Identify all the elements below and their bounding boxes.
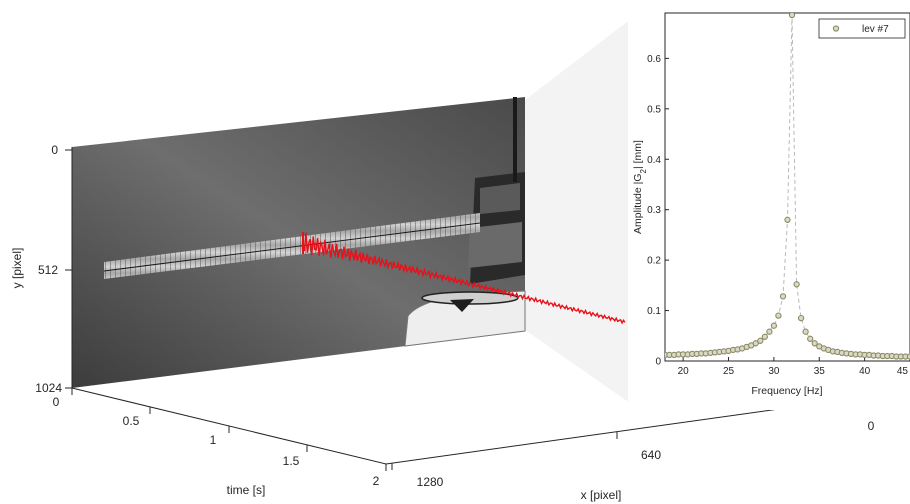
y-tick-label-512: 512 [38, 263, 58, 277]
x-tick-label-0: 0 [868, 419, 875, 433]
x-tick-label-1280: 1280 [417, 475, 444, 489]
inset-y-tick-label: 0.6 [647, 54, 661, 65]
data-point [766, 328, 773, 335]
camera-image-plane [72, 97, 526, 388]
data-point [779, 293, 787, 300]
scene-3d: 0 512 1024 y [pixel] 0 0.5 1 1.5 2 time … [10, 12, 875, 502]
data-point [784, 216, 791, 223]
clamp-lower-block [468, 222, 522, 268]
inset-plot-frame [664, 12, 910, 362]
inset-x-tick-label: 30 [768, 366, 780, 377]
legend-label: lev #7 [862, 24, 889, 35]
data-point [906, 353, 910, 360]
data-point [788, 13, 796, 19]
beam-centerline [103, 222, 481, 272]
inset-x-tick-label: 20 [678, 366, 690, 377]
data-point [797, 314, 805, 322]
inset-x-tick-label: 25 [723, 366, 735, 377]
projection-shade [525, 12, 640, 410]
cantilever-beam [104, 213, 480, 279]
inset-y-tick-label: 0 [655, 357, 661, 368]
inset-chart: 0 0.1 0.2 0.3 0.4 0.5 0.6 20 25 30 35 40 45 Frequen… [628, 0, 910, 410]
data-point [811, 340, 818, 347]
inset-y-title-main: Amplitude |G [632, 173, 644, 234]
shaker-dark-notch [450, 299, 474, 312]
inset-y-title-sub: 2 [639, 168, 648, 173]
data-point [757, 337, 764, 344]
data-point [775, 312, 782, 319]
displacement-trace [302, 232, 626, 325]
x-axis-line [385, 399, 844, 465]
data-point [793, 281, 800, 288]
clamp-upper-block [480, 183, 520, 214]
x-tick-label-640: 640 [641, 448, 661, 462]
time-axis-title: time [s] [227, 483, 266, 497]
legend-marker-icon [832, 25, 840, 32]
inset-y-axis-title: Amplitude |G2| [mm] [632, 140, 648, 234]
inset-x-axis-title: Frequency [Hz] [751, 385, 822, 397]
y-tick-label-1024: 1024 [35, 381, 62, 395]
inset-y-tick-label: 0.2 [647, 256, 661, 267]
x-axis-title: x [pixel] [581, 488, 622, 502]
inset-y-tick-label: 0.4 [647, 155, 661, 166]
inset-y-tick-label: 0.1 [647, 306, 661, 317]
time-tick-label-05: 0.5 [123, 414, 140, 428]
data-point [807, 335, 814, 342]
inset-x-tick-label: 40 [859, 366, 871, 377]
legend: lev #7 [818, 18, 906, 39]
inset-y-title-tail: | [mm] [632, 140, 644, 169]
time-tick-label-15: 1.5 [283, 454, 300, 468]
data-point [761, 333, 768, 340]
y-tick-label-0: 0 [51, 143, 58, 157]
inset-y-tick-label: 0.3 [647, 205, 661, 216]
data-point [770, 322, 778, 329]
y-axis-title: y [pixel] [10, 248, 24, 289]
time-tick-label-1: 1 [210, 433, 217, 447]
inset-x-tick-label: 45 [897, 366, 909, 377]
inset-x-tick-label: 35 [814, 366, 826, 377]
series-points [665, 13, 910, 360]
legend-box [818, 18, 906, 39]
data-point [752, 340, 759, 347]
time-tick-label-2: 2 [373, 474, 380, 488]
inset-y-ticks: 0 0.1 0.2 0.3 0.4 0.5 0.6 [647, 54, 669, 368]
inset-x-ticks: 20 25 30 35 40 45 [678, 357, 910, 377]
time-tick-label-0: 0 [53, 395, 60, 409]
data-point [802, 328, 809, 335]
inset-y-tick-label: 0.5 [647, 104, 661, 115]
